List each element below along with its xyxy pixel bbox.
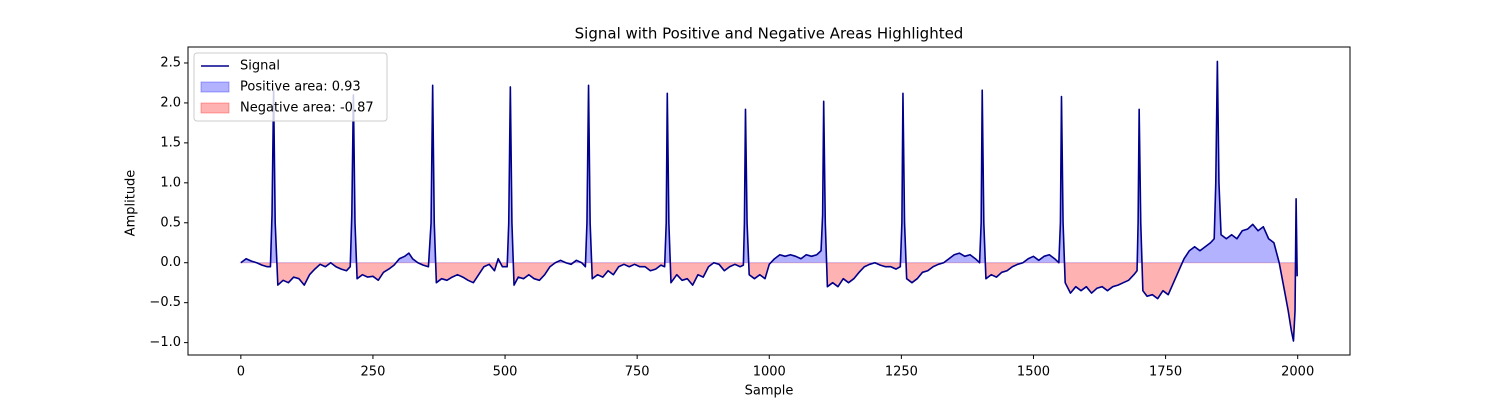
legend-patch: [200, 102, 230, 114]
y-tick-label: 0.5: [160, 215, 181, 230]
legend-label: Positive area: 0.93: [240, 80, 361, 95]
x-tick-label: 2000: [1281, 365, 1314, 380]
y-tick-label: 1.5: [160, 135, 181, 150]
y-tick-label: 0.0: [160, 255, 181, 270]
y-tick-label: 2.5: [160, 55, 181, 70]
x-tick-label: 0: [237, 365, 245, 380]
axes-frame: [187, 46, 1351, 356]
legend-patch: [200, 81, 230, 93]
y-axis-label: Amplitude: [124, 170, 139, 237]
legend: Signal Positive area: 0.93 Negative area: …: [193, 52, 388, 122]
x-tick-label: 1750: [1149, 365, 1182, 380]
y-tick-label: −1.0: [149, 335, 181, 350]
legend-label: Negative area: -0.87: [240, 101, 374, 116]
x-tick-label: 750: [625, 365, 650, 380]
y-tick-label: 1.0: [160, 175, 181, 190]
x-tick-label: 500: [493, 365, 518, 380]
x-tick-label: 1000: [753, 365, 786, 380]
signal-line: [240, 60, 1298, 342]
x-tick-label: 250: [361, 365, 386, 380]
x-tick-label: 1500: [1017, 365, 1050, 380]
x-axis-label: Sample: [745, 384, 794, 399]
y-tick-label: 2.0: [160, 95, 181, 110]
x-tick-label: 1250: [885, 365, 918, 380]
chart-title: Signal with Positive and Negative Areas …: [575, 25, 964, 43]
legend-label: Signal: [240, 59, 280, 74]
y-tick-label: −0.5: [149, 295, 181, 310]
legend-box: [193, 52, 388, 122]
